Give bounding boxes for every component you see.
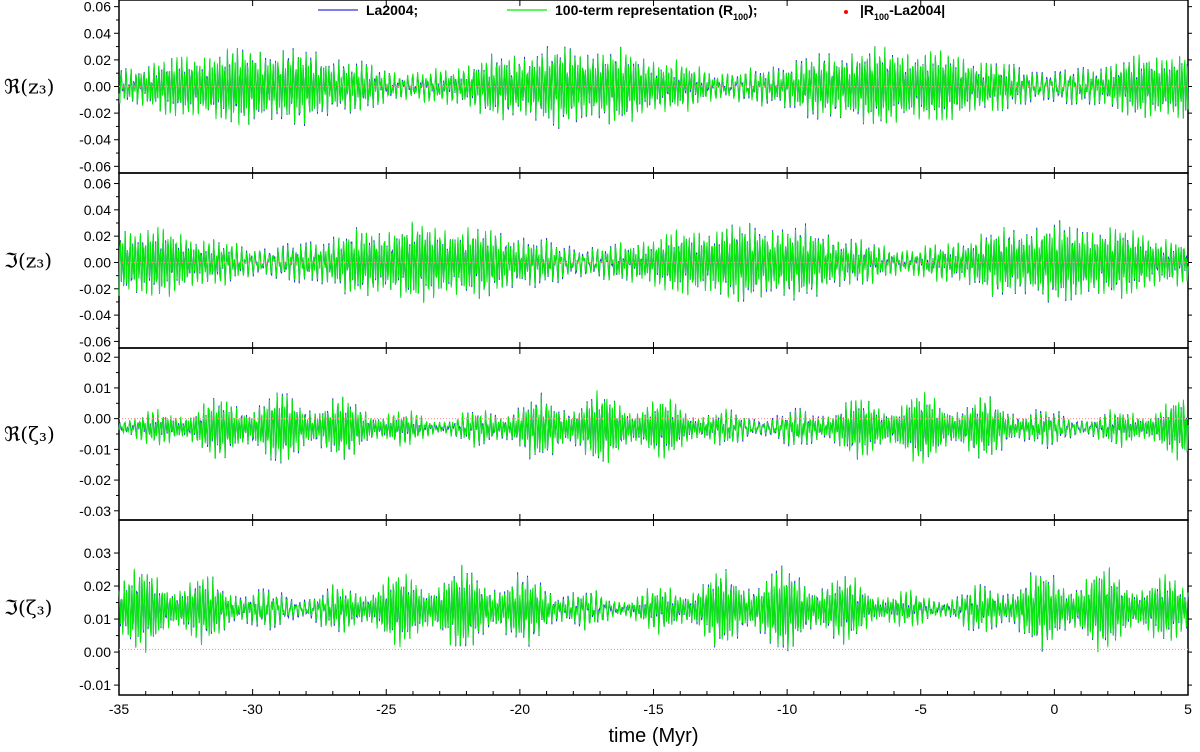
panel-1-ytick-label: 0.02 (84, 52, 111, 68)
panel-2-ytick-label: 0.06 (84, 176, 111, 192)
panel-4-ytick-label: -0.01 (79, 677, 111, 693)
legend-label-2: 100-term representation (R100); (555, 2, 758, 22)
panel-1-series-r100 (118, 46, 1189, 127)
panel-4-series-r100 (118, 564, 1189, 653)
panel-3-ytick-label: 0.02 (84, 349, 111, 365)
xtick-label: -35 (109, 701, 129, 717)
xtick-label: -25 (376, 701, 396, 717)
xtick-label: -30 (243, 701, 263, 717)
panel-1-ytick-label: -0.06 (79, 158, 111, 174)
panel-3-ytick-label: 0.01 (84, 380, 111, 396)
xtick-label: 5 (1184, 701, 1192, 717)
panel-3-ytick-label: -0.02 (79, 472, 111, 488)
panel-3-ylabel: ℜ(ζ₃) (4, 422, 55, 446)
panel-2-ytick-label: 0.02 (84, 228, 111, 244)
panel-2-ytick-label: -0.04 (79, 307, 111, 323)
legend-swatch-3 (844, 10, 848, 14)
x-axis-label: time (Myr) (609, 725, 699, 747)
panel-2-ytick-label: -0.06 (79, 333, 111, 349)
xtick-label: -15 (643, 701, 663, 717)
panel-4-ytick-label: 0.01 (84, 611, 111, 627)
panel-3-ytick-label: -0.03 (79, 503, 111, 519)
panel-4-ytick-label: 0.00 (84, 644, 111, 660)
legend-label-3: |R100-La2004| (860, 2, 945, 22)
xtick-label: -5 (915, 701, 928, 717)
panel-2-series-r100 (118, 221, 1189, 304)
xtick-label: -10 (777, 701, 797, 717)
panel-1-ytick-label: -0.02 (79, 105, 111, 121)
panel-2-ytick-label: -0.02 (79, 281, 111, 297)
panel-4-ytick-label: 0.03 (84, 545, 111, 561)
xtick-label: -20 (510, 701, 530, 717)
panel-4-ylabel: ℑ(ζ₃) (4, 596, 52, 620)
panel-2-ylabel: ℑ(z₃) (4, 249, 52, 273)
panel-2-ytick-label: 0.00 (84, 254, 111, 270)
panel-1-ytick-label: -0.04 (79, 132, 111, 148)
panel-4-ytick-label: 0.02 (84, 578, 111, 594)
panel-3-series-r100 (118, 390, 1189, 464)
panel-1-ytick-label: 0.00 (84, 79, 111, 95)
panel-3-ytick-label: 0.00 (84, 411, 111, 427)
panel-1-ylabel: ℜ(z₃) (4, 75, 54, 99)
panel-2-ytick-label: 0.04 (84, 202, 111, 218)
panel-1-ytick-label: 0.04 (84, 25, 111, 41)
panel-3-ytick-label: -0.01 (79, 441, 111, 457)
legend-label-1: La2004; (366, 2, 418, 18)
xtick-label: 0 (1050, 701, 1058, 717)
panel-1-ytick-label: 0.06 (84, 0, 111, 15)
